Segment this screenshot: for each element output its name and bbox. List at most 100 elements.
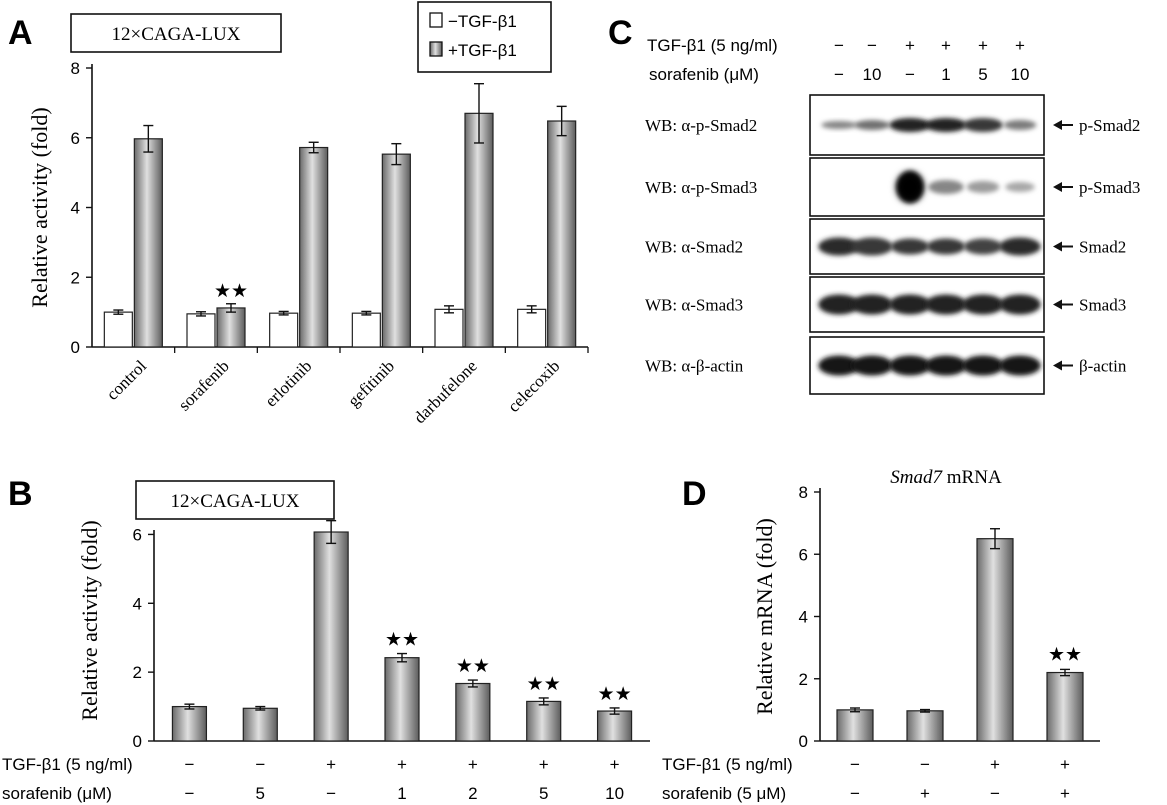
panel-a-chart: 12×CAGA-LUX −TGF-β1 +TGF-β1 0 2 4 6 8 Relativ… [27, 1, 589, 427]
blot-right-label: Smad2 [1079, 238, 1126, 257]
panel-b-significance-mark: ★★ [456, 655, 490, 677]
panel-a-bar-minus-darbufelone [434, 308, 464, 348]
panel-b-row2-cell: − [326, 784, 336, 803]
panel-a-bar-plus-celecoxib [547, 120, 577, 348]
panel-b-chart: 12×CAGA-LUX 0 2 4 6 Relative activity (fold)… [2, 480, 650, 803]
legend-label-plus: +TGF-β1 [448, 41, 517, 60]
panel-b-significance-mark: ★★ [527, 673, 561, 695]
panel-b-row2-cell: 2 [468, 784, 477, 803]
panel-c-row2-cell: − [834, 65, 844, 84]
panel-b-bar-5 [455, 682, 491, 742]
panel-d-letter: D [682, 475, 707, 513]
panel-b-bar-4 [384, 657, 420, 742]
panel-d-y-tick-label: 4 [799, 608, 808, 627]
blot-right-label: Smad3 [1079, 296, 1126, 315]
panel-b-bar-6 [526, 700, 562, 742]
blot-right-label: p-Smad3 [1079, 178, 1140, 197]
blot-band [889, 355, 931, 376]
blot-arrowhead-icon [1053, 299, 1062, 310]
panel-b-y-tick-label: 2 [133, 663, 142, 682]
blot-band [889, 294, 931, 315]
legend-swatch-plus [429, 41, 443, 57]
panel-a-y-tick-label: 8 [71, 59, 80, 78]
panel-b-row2-cell: − [184, 784, 194, 803]
panel-c-row1-cell: − [834, 36, 844, 55]
panel-b-bar-3 [313, 531, 349, 742]
panel-b-significance-mark: ★★ [598, 683, 632, 705]
panel-a-bar-plus-darbufelone [464, 112, 494, 348]
panel-a-bar-minus-celecoxib [517, 308, 547, 348]
blot-band [1005, 182, 1035, 192]
panel-d-y-tick-label: 0 [799, 732, 808, 751]
panel-c-row1-cell: + [941, 36, 951, 55]
panel-b-row2-cell: 5 [256, 784, 265, 803]
panel-d-bar-2 [906, 710, 944, 742]
blot-band [999, 294, 1041, 315]
panel-a-category-label: erlotinib [261, 356, 315, 410]
panel-a-bar-plus-gefitinib [381, 153, 411, 348]
blot-band [890, 238, 930, 255]
panel-d-row1-cell: + [990, 755, 1000, 774]
panel-b-row1-cell: + [326, 755, 336, 774]
panel-c-row2-cell: 10 [1011, 65, 1030, 84]
panel-a-category-label: gefitinib [344, 356, 398, 410]
panel-d-bar-1 [836, 709, 874, 742]
panel-c-row1-cell: + [978, 36, 988, 55]
panel-d-row1-cell: − [920, 755, 930, 774]
blot-band [851, 237, 893, 256]
panel-a-bar-minus-gefitinib [351, 312, 381, 348]
panel-b-letter: B [8, 475, 33, 513]
panel-b-row2-cell: 5 [539, 784, 548, 803]
blot-band [925, 118, 967, 132]
panel-c-row2-cell: 1 [941, 65, 950, 84]
panel-a-category-label: darbufelone [410, 356, 481, 427]
panel-a-category-label: celecoxib [504, 356, 563, 415]
blot-right-label: p-Smad2 [1079, 116, 1140, 135]
panel-d-title: Smad7 mRNA [890, 467, 1002, 488]
panel-a-y-tick-label: 2 [71, 268, 80, 287]
panel-c-letter: C [608, 14, 633, 52]
blot-band [928, 180, 964, 194]
panel-d-row1-label: TGF-β1 (5 ng/ml) [662, 755, 793, 774]
panel-a-y-tick-label: 4 [71, 199, 80, 218]
panel-b-bar-1 [171, 705, 208, 742]
panel-a-bar-plus-control [133, 138, 163, 348]
panel-b-row2-cell: 1 [397, 784, 406, 803]
panel-c-row2-cell: − [905, 65, 915, 84]
panel-b-reporter-box [135, 480, 335, 520]
panel-b-y-tick-label: 0 [133, 732, 142, 751]
panel-d-row2-cell: + [920, 784, 930, 803]
panel-d-y-tick-label: 2 [799, 670, 808, 689]
panel-b-bar-7 [596, 710, 633, 742]
blot-left-label: WB: α-β-actin [645, 357, 744, 376]
panel-c-row2-cell: 5 [978, 65, 987, 84]
panel-c-row1-cell: + [905, 36, 915, 55]
blot-frame [809, 157, 1045, 217]
panel-a-bar-minus-erlotinib [269, 312, 299, 348]
blot-band [854, 120, 890, 130]
blot-band [821, 121, 857, 129]
legend-swatch-minus [429, 12, 443, 28]
panel-c-row2-cell: 10 [863, 65, 882, 84]
blot-band [962, 294, 1004, 315]
panel-b-row1-cell: − [184, 755, 194, 774]
blot-band [889, 118, 931, 132]
panel-d-row1-cell: − [850, 755, 860, 774]
blot-band [999, 237, 1041, 256]
panel-a-y-tick-label: 0 [71, 338, 80, 357]
panel-b-y-axis-title: Relative activity (fold) [77, 520, 102, 720]
panel-d-row2-label: sorafenib (5 μM) [662, 784, 786, 803]
panel-d-y-axis-title: Relative mRNA (fold) [752, 518, 777, 715]
blot-arrowhead-icon [1053, 360, 1062, 371]
panel-a-y-axis-title: Relative activity (fold) [27, 107, 52, 307]
blot-band [818, 355, 860, 376]
blot-left-label: WB: α-Smad2 [645, 238, 743, 257]
blot-arrowhead-icon [1053, 120, 1062, 130]
panel-a-bar-minus-sorafenib [186, 313, 216, 348]
blot-band [963, 238, 1003, 255]
panel-d-row2-cell: + [1060, 784, 1070, 803]
panel-d-row1-cell: + [1060, 755, 1070, 774]
blot-band [925, 355, 967, 376]
panel-c-row2-label: sorafenib (μM) [649, 65, 759, 84]
